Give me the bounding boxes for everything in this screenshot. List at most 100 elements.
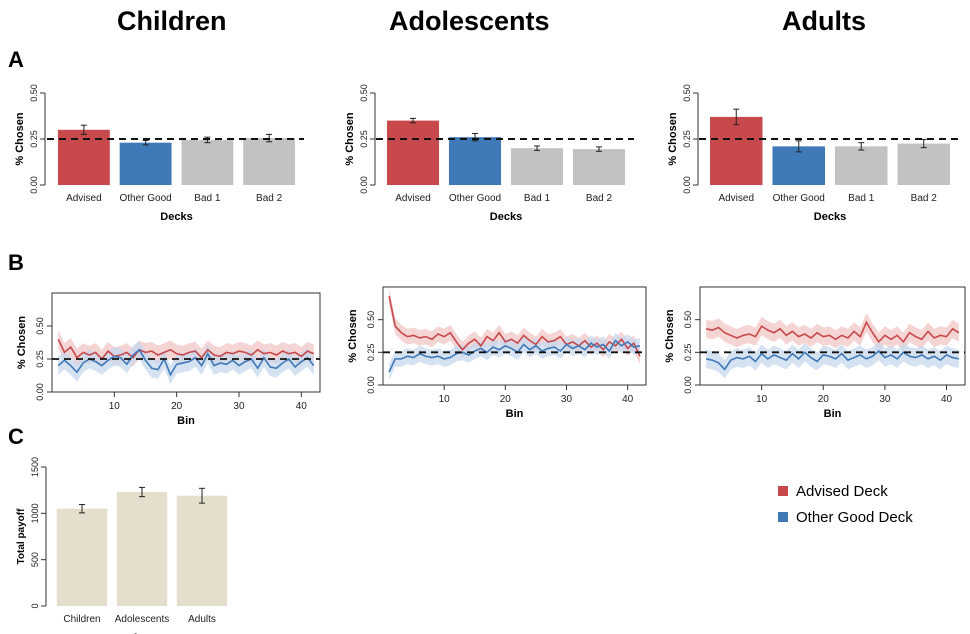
line5-series-line-other_good bbox=[705, 349, 960, 371]
bar1-category-label: Advised bbox=[395, 193, 431, 204]
line4-x-tick-label: 40 bbox=[622, 394, 634, 405]
group-title-adults: Adults bbox=[782, 6, 866, 36]
line5-y-tick-label: 0.00 bbox=[683, 376, 693, 394]
line3-x-tick-label: 10 bbox=[109, 401, 121, 412]
line4-plot-frame bbox=[382, 286, 647, 386]
bar1-x-axis-label: Decks bbox=[490, 211, 522, 223]
legend-label-advised: Advised Deck bbox=[796, 482, 888, 500]
bar6-y-axis-label: Total payoff bbox=[16, 508, 27, 565]
legend-item-advised: Advised Deck bbox=[778, 478, 913, 504]
line3-series-line-other_good bbox=[57, 348, 315, 377]
bar2-bar bbox=[897, 143, 950, 185]
bar1-y-tick-label: 0.25 bbox=[359, 130, 369, 148]
line5-x-tick-label: 10 bbox=[756, 394, 768, 405]
bar2-y-tick-label: 0.50 bbox=[682, 84, 692, 102]
line3-y-tick-label: 0.50 bbox=[35, 317, 45, 335]
line4-x-tick-label: 30 bbox=[561, 394, 573, 405]
line3-x-tick-label: 30 bbox=[233, 401, 245, 412]
bar6-y-tick-label: 500 bbox=[30, 552, 40, 567]
bar1-bar bbox=[510, 148, 564, 185]
line5-series-line-advised bbox=[705, 320, 960, 344]
bar6-y-tick-label: 1500 bbox=[30, 457, 40, 477]
line3-x-axis-label: Bin bbox=[177, 415, 195, 427]
legend-item-other-good: Other Good Deck bbox=[778, 504, 913, 530]
group-title-children: Children bbox=[117, 6, 227, 36]
line5-x-tick-label: 20 bbox=[818, 394, 830, 405]
bar2-y-tick-label: 0.00 bbox=[682, 176, 692, 194]
bar2-category-label: Advised bbox=[718, 193, 754, 204]
bar6-category-label: Adolescents bbox=[115, 614, 169, 625]
bar0-y-tick-label: 0.50 bbox=[29, 84, 39, 102]
bar1-category-label: Other Good bbox=[449, 193, 501, 204]
bar2-category-label: Bad 1 bbox=[848, 193, 875, 204]
bar1-category-label: Bad 1 bbox=[524, 193, 551, 204]
legend: Advised Deck Other Good Deck bbox=[778, 478, 913, 530]
line4-x-tick-label: 20 bbox=[500, 394, 512, 405]
line5-plot-frame bbox=[699, 286, 966, 386]
line5-x-axis-label: Bin bbox=[824, 408, 842, 420]
line3-plot-frame bbox=[51, 292, 321, 393]
line5-x-tick-label: 40 bbox=[941, 394, 953, 405]
bar6-category-label: Children bbox=[63, 614, 100, 625]
bar2-category-label: Bad 2 bbox=[911, 193, 938, 204]
bar1-y-axis-label: % Chosen bbox=[344, 112, 356, 165]
bar0-category-label: Bad 1 bbox=[194, 193, 221, 204]
line5-y-axis-label: % Chosen bbox=[664, 309, 676, 362]
bar6-y-tick-label: 0 bbox=[30, 603, 40, 608]
bar0-category-label: Bad 2 bbox=[256, 193, 283, 204]
line5-band-advised bbox=[706, 313, 959, 352]
line4-series-line-advised bbox=[388, 295, 641, 357]
bar2-y-axis-label: % Chosen bbox=[667, 112, 679, 165]
bar1-bar bbox=[386, 120, 440, 185]
line4-y-axis-label: % Chosen bbox=[347, 309, 359, 362]
bar2-bar bbox=[772, 146, 825, 185]
line3-x-tick-label: 20 bbox=[171, 401, 183, 412]
bar1-bar bbox=[448, 137, 502, 185]
bar2-category-label: Other Good bbox=[773, 193, 825, 204]
line4-series-line-other_good bbox=[388, 339, 641, 373]
bar6-bar bbox=[56, 508, 108, 606]
bar0-category-label: Other Good bbox=[119, 193, 171, 204]
bar1-bar bbox=[572, 149, 626, 185]
line3-series-line-advised bbox=[57, 338, 315, 361]
bar0-bar bbox=[119, 142, 172, 185]
bar2-y-tick-label: 0.25 bbox=[682, 130, 692, 148]
group-title-adolescents: Adolescents bbox=[389, 6, 550, 36]
legend-swatch-other-good bbox=[778, 512, 788, 522]
bar2-bar bbox=[710, 116, 763, 185]
bar2-bar bbox=[835, 146, 888, 185]
bar1-y-tick-label: 0.00 bbox=[359, 176, 369, 194]
line5-band-other_good bbox=[706, 341, 959, 379]
bar6-bar bbox=[116, 492, 168, 606]
bar6-x-axis-label: Age bbox=[132, 632, 153, 634]
line5-x-tick-label: 30 bbox=[879, 394, 891, 405]
line3-y-tick-label: 0.00 bbox=[35, 383, 45, 401]
bar0-y-tick-label: 0.25 bbox=[29, 130, 39, 148]
line5-y-tick-label: 0.25 bbox=[683, 344, 693, 362]
bar6-bar bbox=[176, 495, 228, 606]
bar0-bar bbox=[243, 138, 296, 185]
bar0-y-axis-label: % Chosen bbox=[14, 112, 26, 165]
line4-y-tick-label: 0.00 bbox=[366, 376, 376, 394]
line4-y-tick-label: 0.50 bbox=[366, 311, 376, 329]
bar0-x-axis-label: Decks bbox=[160, 211, 192, 223]
bar6-category-label: Adults bbox=[188, 614, 216, 625]
line3-x-tick-label: 40 bbox=[296, 401, 308, 412]
legend-swatch-advised bbox=[778, 486, 788, 496]
line4-y-tick-label: 0.25 bbox=[366, 344, 376, 362]
line4-x-axis-label: Bin bbox=[506, 408, 524, 420]
bar0-y-tick-label: 0.00 bbox=[29, 176, 39, 194]
bar1-category-label: Bad 2 bbox=[586, 193, 613, 204]
panel-letter-c: C bbox=[8, 424, 24, 449]
line5-y-tick-label: 0.50 bbox=[683, 311, 693, 329]
bar2-x-axis-label: Decks bbox=[814, 211, 846, 223]
bar6-y-tick-label: 1000 bbox=[30, 503, 40, 523]
panel-letter-a: A bbox=[8, 47, 24, 72]
line3-y-axis-label: % Chosen bbox=[16, 316, 28, 369]
line3-y-tick-label: 0.25 bbox=[35, 350, 45, 368]
legend-label-other-good: Other Good Deck bbox=[796, 508, 913, 526]
line4-x-tick-label: 10 bbox=[439, 394, 451, 405]
bar0-bar bbox=[181, 139, 234, 185]
bar0-category-label: Advised bbox=[66, 193, 102, 204]
